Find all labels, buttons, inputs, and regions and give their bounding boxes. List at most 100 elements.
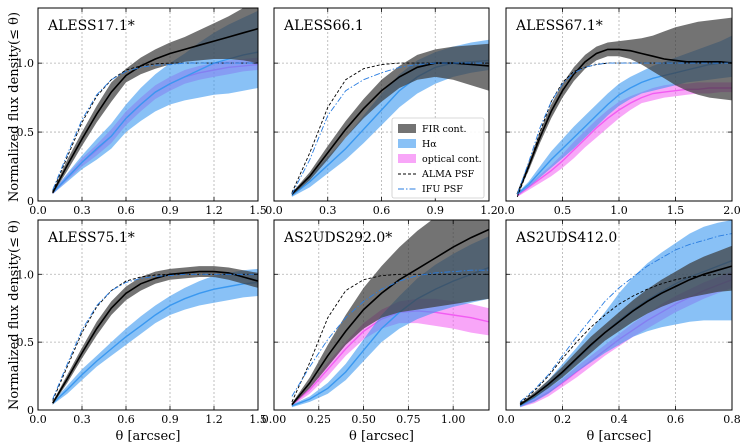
- series-group: [516, 17, 732, 198]
- legend-label-h: Hα: [422, 139, 437, 150]
- x-tick-label: 0.50: [351, 413, 376, 426]
- legend-swatch-h: [398, 139, 416, 148]
- band-optical-cont: [291, 298, 489, 406]
- band-fir-cont: [291, 220, 489, 406]
- panel-title: ALESS75.1*: [47, 230, 135, 246]
- y-tick-label: 1.0: [17, 268, 35, 281]
- legend-swatch-fir-cont: [398, 124, 416, 133]
- line-ifu-psf: [516, 62, 732, 195]
- x-tick-label: 0.2: [554, 413, 572, 426]
- line-ifu-psf: [519, 233, 732, 403]
- x-tick-label: 1.5: [667, 204, 685, 217]
- grid: [38, 220, 258, 410]
- x-tick-label: 0.0: [497, 204, 515, 217]
- line-fir-cont: [52, 270, 258, 404]
- line-ifu-psf: [52, 62, 258, 191]
- line-alma-psf: [52, 273, 258, 401]
- line-h: [52, 281, 258, 404]
- x-tick-label: 0.5: [554, 204, 572, 217]
- x-axis-label: θ [arcsec]: [116, 429, 181, 444]
- series-group: [291, 220, 489, 408]
- x-tick-label: 1.5: [249, 204, 267, 217]
- x-tick-label: 0.4: [610, 413, 628, 426]
- panel-6: 0.0 0.2 0.4 0.6 0.8 AS2UDS412.0 θ [arcsec]: [497, 219, 740, 444]
- line-ifu-psf: [291, 269, 489, 397]
- panel-5: 0.00 0.25 0.50 0.75 1.00 AS2UDS292.0* θ [arcse…: [262, 219, 490, 444]
- y-tick-label: 0: [27, 195, 34, 208]
- x-tick-label: 1.5: [249, 413, 267, 426]
- x-tick-label: 0.9: [161, 204, 179, 217]
- line-alma-psf: [291, 273, 489, 403]
- legend-label-alma-psf: ALMA PSF: [421, 169, 475, 180]
- x-tick-label: 1.2: [205, 413, 223, 426]
- panel-3: 0.0 0.5 1.0 1.5 2.0 ALESS67.1*: [497, 7, 740, 217]
- x-tick-label: 0.0: [29, 204, 47, 217]
- x-tick-label: 0.6: [117, 413, 135, 426]
- panel-title: AS2UDS412.0: [515, 230, 617, 246]
- x-tick-label: 0.3: [73, 413, 91, 426]
- y-tick-label: 0.5: [17, 126, 35, 139]
- legend-swatch-optical-cont: [398, 154, 416, 163]
- band-fir-cont: [52, 8, 258, 195]
- legend: FIR cont. Hα optical cont. ALMA PSF IFU PSF: [391, 117, 485, 199]
- band-fir-cont: [291, 43, 489, 196]
- band-fir-cont: [520, 245, 732, 406]
- x-tick-label: 0.6: [373, 204, 391, 217]
- panel-1: 0.0 0.3 0.6 0.9 1.2 1.5 0 0.5 1.0 ALESS17.1*: [17, 7, 267, 217]
- x-tick-label: 0.0: [497, 413, 515, 426]
- x-tick-label: 0.9: [161, 413, 179, 426]
- x-tick-label: 0.0: [29, 413, 47, 426]
- series-group: [52, 266, 258, 405]
- x-axis-label: θ [arcsec]: [587, 429, 652, 444]
- band-fir-cont: [52, 266, 258, 405]
- x-tick-label: 1.2: [205, 204, 223, 217]
- line-fir-cont: [291, 228, 489, 406]
- x-tick-label: 0.0: [265, 204, 283, 217]
- axes-frame: [273, 219, 490, 411]
- line-h: [52, 51, 258, 194]
- y-axis-label-top: Normalized flux density(≤ θ): [7, 12, 22, 202]
- x-tick-label: 0.6: [667, 413, 685, 426]
- y-tick-label: 0.5: [17, 336, 35, 349]
- panel-4: 0.0 0.3 0.6 0.9 1.2 1.5 0 0.5 1.0 ALESS75.1* θ [ar…: [17, 219, 267, 444]
- series-group: [519, 220, 732, 408]
- x-tick-label: 2.0: [723, 204, 740, 217]
- x-tick-label: 1.2: [480, 204, 498, 217]
- x-axis-label: θ [arcsec]: [349, 429, 414, 444]
- panel-title: ALESS66.1: [283, 18, 364, 34]
- band-fir-cont: [517, 17, 732, 196]
- legend-label-ifu-psf: IFU PSF: [422, 184, 463, 195]
- x-tick-label: 0.00: [262, 413, 287, 426]
- y-tick-label: 0: [27, 404, 34, 417]
- x-tick-label: 0.25: [307, 413, 332, 426]
- x-tick-label: 1.00: [441, 413, 466, 426]
- band-h: [52, 268, 258, 405]
- line-ifu-psf: [291, 62, 489, 195]
- x-tick-label: 0.9: [427, 204, 445, 217]
- series-group: [291, 39, 489, 197]
- line-fir-cont: [51, 27, 258, 194]
- y-axis-label-bottom: Normalized flux density(≤ θ): [7, 220, 22, 410]
- line-fir-cont: [519, 265, 732, 406]
- line-ifu-psf: [52, 273, 258, 400]
- legend-label-fir-cont: FIR cont.: [422, 124, 467, 135]
- legend-box: [391, 117, 485, 199]
- x-tick-label: 0.75: [396, 413, 421, 426]
- band-h: [291, 39, 489, 197]
- x-tick-label: 0.3: [73, 204, 91, 217]
- panel-title: ALESS17.1*: [47, 18, 135, 34]
- axes-frame: [37, 219, 259, 411]
- legend-label-optical-cont: optical cont.: [422, 154, 482, 165]
- series-group: [51, 8, 258, 195]
- axes-frame: [37, 7, 259, 202]
- x-tick-label: 0.8: [723, 413, 740, 426]
- line-alma-psf: [519, 273, 732, 404]
- panel-title: AS2UDS292.0*: [283, 230, 392, 246]
- y-tick-label: 1.0: [17, 57, 35, 70]
- line-fir-cont: [516, 48, 732, 195]
- x-tick-label: 1.0: [610, 204, 628, 217]
- panel-title: ALESS67.1*: [515, 18, 603, 34]
- band-optical-cont: [517, 82, 732, 197]
